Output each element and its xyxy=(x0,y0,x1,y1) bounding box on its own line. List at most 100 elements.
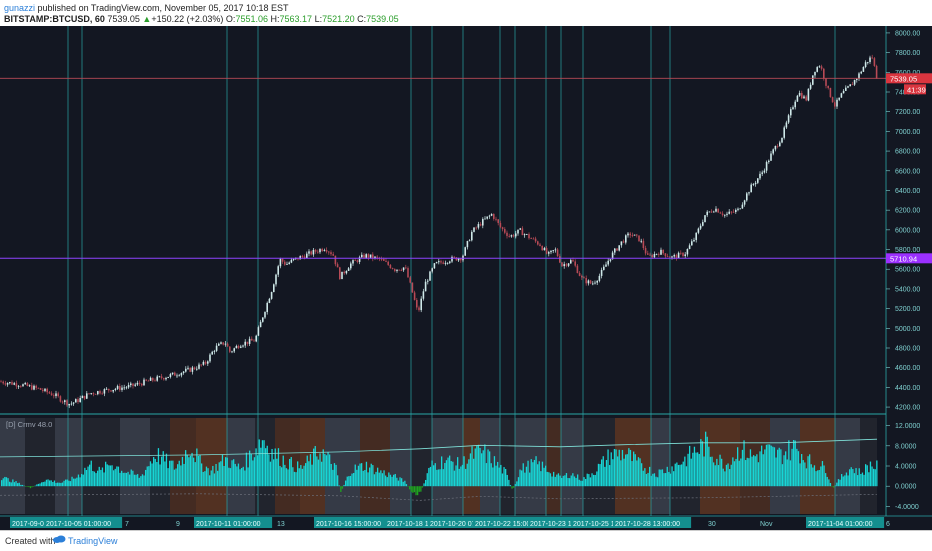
candle-body xyxy=(361,254,363,258)
histogram-bar xyxy=(457,457,459,487)
candle-body xyxy=(149,377,152,381)
candle-body xyxy=(396,269,398,271)
histogram-bar xyxy=(63,480,65,487)
candle-body xyxy=(218,343,220,346)
candle-body xyxy=(519,228,521,230)
candle-body xyxy=(587,280,590,284)
candle-body xyxy=(589,280,592,284)
candle-body xyxy=(262,317,264,322)
candle-body xyxy=(521,228,524,236)
candle-body xyxy=(697,228,700,233)
histogram-bar xyxy=(871,466,873,487)
histogram-bar xyxy=(725,464,728,487)
histogram-bar xyxy=(801,454,803,487)
candle-body xyxy=(460,258,462,261)
time-label-highlight xyxy=(806,517,885,528)
candle-body xyxy=(345,270,348,274)
histogram-bar xyxy=(231,460,233,487)
indicator-legend[interactable]: [D] Crmv 48.0 xyxy=(6,420,52,429)
histogram-bar xyxy=(122,472,124,487)
price-tick-label: 5800.00 xyxy=(895,247,920,254)
histogram-bar xyxy=(41,482,43,487)
candle-body xyxy=(853,79,856,85)
candle-body xyxy=(834,102,836,107)
candle-body xyxy=(79,398,81,403)
histogram-bar xyxy=(303,465,305,487)
author-link[interactable]: gunazzi xyxy=(4,3,36,13)
histogram-bar xyxy=(141,474,144,487)
histogram-bar xyxy=(469,453,472,487)
histogram-bar xyxy=(357,465,360,487)
histogram-bar xyxy=(567,477,569,487)
candle-body xyxy=(321,249,323,251)
tradingview-brand[interactable]: TradingView xyxy=(68,536,118,546)
time-axis-label: 30 xyxy=(708,521,716,528)
histogram-bar xyxy=(721,458,723,487)
histogram-bar xyxy=(405,484,408,487)
candle-body xyxy=(618,245,620,251)
histogram-bar xyxy=(201,463,203,487)
histogram-bar xyxy=(313,448,315,487)
candle-body xyxy=(464,247,466,256)
histogram-bar xyxy=(490,463,492,487)
candle-body xyxy=(598,275,601,281)
candle-body xyxy=(163,378,165,380)
price-tick-label: 7800.00 xyxy=(895,50,920,57)
histogram-bar xyxy=(415,486,417,496)
histogram-bar xyxy=(207,468,209,487)
candle-body xyxy=(2,381,4,384)
histogram-bar xyxy=(581,480,584,487)
time-label-highlight xyxy=(194,517,273,528)
candle-body xyxy=(625,235,627,243)
histogram-bar xyxy=(317,459,320,487)
histogram-bar xyxy=(700,439,702,487)
candle-body xyxy=(453,256,455,258)
histogram-bar xyxy=(684,456,686,487)
chart-canvas[interactable]: 4200.00 4400.00 4600.00 4800.00 5000.00 5200.… xyxy=(0,26,932,530)
candle-body xyxy=(765,162,768,171)
candle-body xyxy=(581,275,583,278)
candle-body xyxy=(268,298,271,303)
candle-body xyxy=(816,67,818,72)
histogram-bar xyxy=(756,454,758,487)
histogram-bar xyxy=(653,473,656,487)
histogram-bar xyxy=(770,445,772,487)
candle-body xyxy=(22,384,24,387)
candle-body xyxy=(185,368,187,372)
histogram-bar xyxy=(605,460,608,487)
histogram-bar xyxy=(1,480,3,487)
candle-body xyxy=(611,252,614,260)
histogram-bar xyxy=(561,477,563,487)
candle-body xyxy=(156,376,158,381)
price-axis[interactable] xyxy=(886,26,932,530)
candle-body xyxy=(713,211,715,213)
time-axis-label: 2017-11-04 01:00:00 xyxy=(808,521,873,528)
histogram-bar xyxy=(452,461,454,487)
time-axis-label: 2017-10-20 07:00:00 xyxy=(430,521,495,528)
histogram-bar xyxy=(745,460,747,487)
histogram-bar xyxy=(519,469,521,487)
histogram-bar xyxy=(442,469,444,487)
histogram-bar xyxy=(223,465,225,487)
time-axis-label: 2017-10-25 13:00:00 xyxy=(573,521,638,528)
candle-body xyxy=(539,244,541,246)
histogram-bar xyxy=(284,464,286,487)
histogram-bar xyxy=(418,486,420,492)
indicator-band xyxy=(390,418,411,514)
histogram-bar xyxy=(817,470,819,487)
candle-body xyxy=(658,253,660,255)
histogram-bar xyxy=(180,465,182,487)
histogram-bar xyxy=(204,471,206,487)
candle-body xyxy=(583,277,585,279)
histogram-bar xyxy=(793,439,795,487)
symbol-name[interactable]: BITSTAMP:BTCUSD, 60 xyxy=(4,14,105,24)
histogram-bar xyxy=(569,478,571,487)
candle-body xyxy=(6,383,9,385)
histogram-bar xyxy=(436,469,438,487)
histogram-bar xyxy=(444,462,446,487)
histogram-bar xyxy=(81,473,83,487)
candle-body xyxy=(565,264,568,266)
histogram-bar xyxy=(361,463,363,487)
price-tick-label: 6800.00 xyxy=(895,149,920,156)
histogram-bar xyxy=(455,465,457,487)
